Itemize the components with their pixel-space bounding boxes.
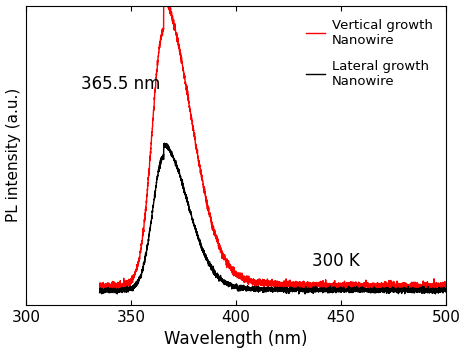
- Vertical growth
Nanowire: [437, 285, 442, 289]
- Vertical growth
Nanowire: [230, 272, 235, 276]
- Lateral growth
Nanowire: [162, 141, 167, 145]
- Lateral growth
Nanowire: [157, 163, 163, 167]
- Lateral growth
Nanowire: [136, 279, 142, 283]
- Legend: Vertical growth
Nanowire, Lateral growth
Nanowire: Vertical growth Nanowire, Lateral growth…: [299, 12, 439, 95]
- Vertical growth
Nanowire: [97, 283, 103, 287]
- Vertical growth
Nanowire: [245, 278, 250, 282]
- Line: Lateral growth
Nanowire: Lateral growth Nanowire: [100, 143, 446, 294]
- Vertical growth
Nanowire: [136, 256, 142, 261]
- Lateral growth
Nanowire: [245, 288, 250, 292]
- Line: Vertical growth
Nanowire: Vertical growth Nanowire: [100, 0, 446, 291]
- Lateral growth
Nanowire: [97, 291, 103, 295]
- Vertical growth
Nanowire: [443, 284, 449, 288]
- Lateral growth
Nanowire: [443, 290, 449, 294]
- Y-axis label: PL intensity (a.u.): PL intensity (a.u.): [6, 88, 21, 222]
- X-axis label: Wavelength (nm): Wavelength (nm): [164, 330, 308, 348]
- Lateral growth
Nanowire: [399, 288, 405, 292]
- Text: 300 K: 300 K: [312, 252, 359, 270]
- Text: 365.5 nm: 365.5 nm: [81, 75, 160, 93]
- Vertical growth
Nanowire: [399, 283, 405, 287]
- Lateral growth
Nanowire: [230, 282, 235, 286]
- Lateral growth
Nanowire: [302, 292, 308, 296]
- Vertical growth
Nanowire: [437, 289, 443, 293]
- Lateral growth
Nanowire: [437, 288, 442, 292]
- Vertical growth
Nanowire: [157, 45, 163, 50]
